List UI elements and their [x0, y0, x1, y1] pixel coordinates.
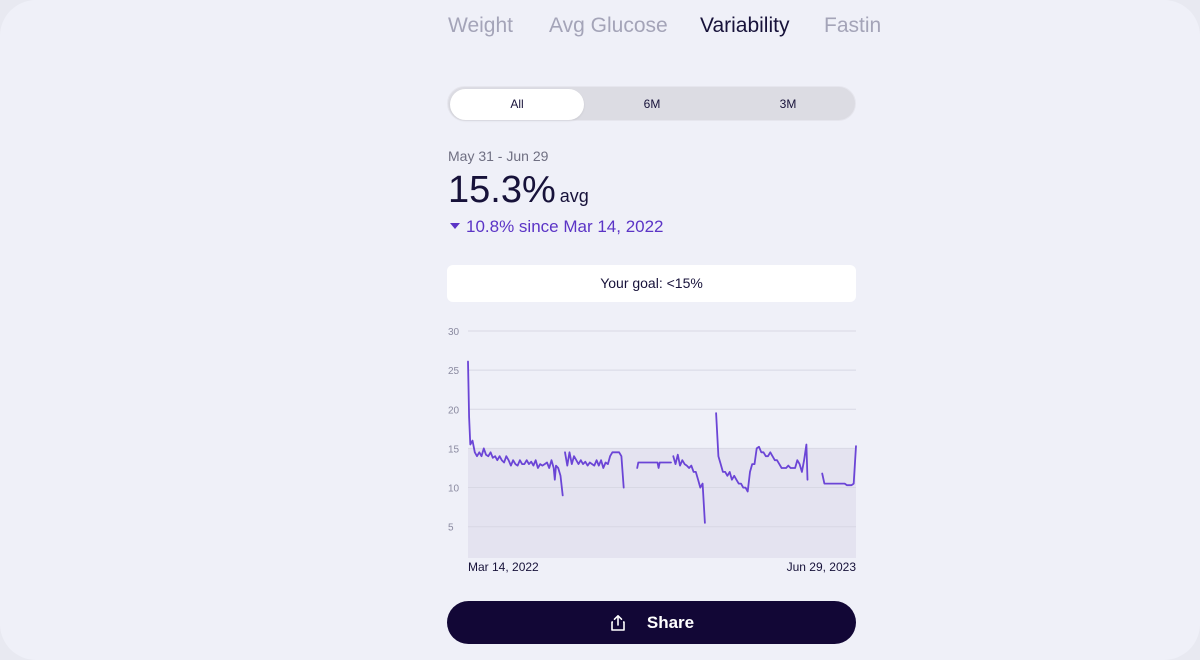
change-indicator: 10.8% since Mar 14, 2022: [450, 217, 664, 237]
series-line: [636, 461, 672, 469]
series-line: [821, 445, 857, 487]
segment-all[interactable]: All: [450, 89, 584, 120]
series-line: [564, 451, 625, 489]
series-line: [715, 412, 809, 493]
tab-weight[interactable]: Weight: [448, 14, 513, 37]
y-tick-label: 15: [448, 444, 460, 455]
series-line: [467, 360, 564, 497]
tab-fasting[interactable]: Fasting: [824, 14, 882, 37]
y-tick-label: 20: [448, 405, 460, 416]
y-tick-label: 30: [448, 327, 460, 338]
tab-avg-glucose[interactable]: Avg Glucose: [549, 14, 668, 37]
average-value: 15.3% avg: [448, 170, 589, 214]
date-range: May 31 - Jun 29: [448, 148, 549, 164]
y-tick-label: 10: [448, 484, 460, 495]
series-line: [672, 453, 706, 524]
share-icon: [611, 614, 625, 631]
segment-6m[interactable]: 6M: [643, 97, 661, 111]
tab-variability[interactable]: Variability: [700, 14, 790, 37]
goal-band: [468, 448, 856, 558]
goal-banner: Your goal: <15%: [447, 265, 856, 302]
x-tick-label: Jun 29, 2023: [787, 560, 857, 574]
avg-suffix: avg: [559, 186, 589, 206]
variability-chart: 5 10 15 20 25 30 Mar 14, 2022 Jun 29, 2023: [448, 327, 857, 574]
share-label: Share: [646, 612, 695, 632]
segment-3m[interactable]: 3M: [779, 97, 797, 111]
variability-value: 15.3%: [448, 169, 556, 211]
time-range-selector: All 6M 3M: [447, 86, 856, 121]
caret-down-icon: [450, 223, 460, 229]
share-button[interactable]: Share: [447, 601, 856, 644]
y-tick-label: 5: [448, 523, 454, 534]
metric-tabs: Weight Avg Glucose Variability Fasting: [448, 13, 882, 43]
y-tick-label: 25: [448, 366, 460, 377]
x-tick-label: Mar 14, 2022: [468, 560, 539, 574]
change-text: 10.8% since Mar 14, 2022: [466, 217, 664, 236]
